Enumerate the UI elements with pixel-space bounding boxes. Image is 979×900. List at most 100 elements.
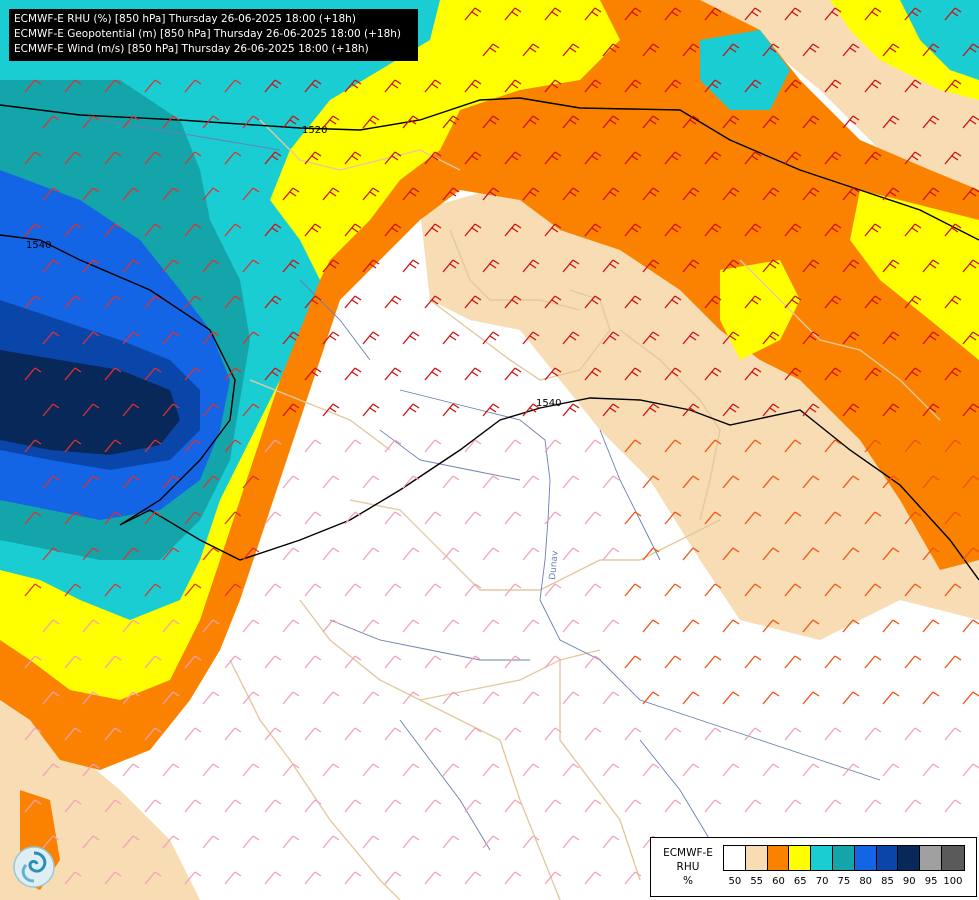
wind-barb bbox=[624, 727, 642, 741]
wind-barb bbox=[122, 547, 140, 561]
map-title-box: ECMWF-E RHU (%) [850 hPa] Thursday 26-06… bbox=[9, 9, 418, 61]
wind-barb bbox=[362, 619, 380, 633]
wind-barb bbox=[42, 547, 60, 561]
legend-swatch bbox=[789, 846, 812, 870]
wind-barb bbox=[624, 655, 642, 669]
wind-barb bbox=[362, 403, 380, 417]
wind-barb bbox=[602, 187, 620, 201]
wind-barb bbox=[482, 43, 500, 57]
wind-barb bbox=[784, 7, 802, 21]
wind-barb bbox=[762, 475, 780, 489]
legend-swatch bbox=[811, 846, 833, 870]
wind-barb bbox=[224, 799, 242, 813]
wind-barb bbox=[842, 43, 860, 57]
wind-barb bbox=[224, 583, 242, 597]
wind-barb bbox=[544, 151, 562, 165]
legend-tick-label: 90 bbox=[902, 876, 916, 887]
wind-barb bbox=[504, 511, 522, 525]
wind-barb bbox=[242, 835, 260, 849]
wind-barb bbox=[24, 799, 42, 813]
wind-barb bbox=[24, 583, 42, 597]
wind-barb bbox=[162, 835, 180, 849]
wind-barb bbox=[922, 187, 940, 201]
wind-barb bbox=[904, 655, 922, 669]
wind-barb bbox=[562, 835, 580, 849]
wind-barb bbox=[544, 7, 562, 21]
wind-barb bbox=[544, 439, 562, 453]
wind-barb bbox=[304, 511, 322, 525]
wind-barb bbox=[784, 439, 802, 453]
country-borders bbox=[229, 119, 941, 900]
wind-barb bbox=[922, 43, 940, 57]
wind-barb bbox=[202, 691, 220, 705]
legend-tick-label: 95 bbox=[924, 876, 938, 887]
wind-barb bbox=[882, 331, 900, 345]
wind-barb bbox=[962, 115, 979, 129]
wind-barb bbox=[82, 763, 100, 777]
wind-barb bbox=[282, 403, 300, 417]
wind-barb bbox=[82, 187, 100, 201]
wind-barb bbox=[184, 511, 202, 525]
wind-barb bbox=[184, 799, 202, 813]
wind-barb bbox=[544, 367, 562, 381]
wind-barb bbox=[144, 151, 162, 165]
wind-barb bbox=[184, 367, 202, 381]
wind-barb bbox=[144, 223, 162, 237]
wind-barb bbox=[642, 475, 660, 489]
wind-barb bbox=[704, 799, 722, 813]
wind-barb bbox=[464, 79, 482, 93]
wind-barb bbox=[704, 295, 722, 309]
wind-barb bbox=[504, 223, 522, 237]
wind-barb bbox=[802, 547, 820, 561]
wind-barb bbox=[402, 403, 420, 417]
wind-barb bbox=[744, 79, 762, 93]
wind-barb bbox=[584, 223, 602, 237]
wind-barb bbox=[882, 619, 900, 633]
wind-barb bbox=[104, 655, 122, 669]
wind-barb bbox=[784, 727, 802, 741]
wind-barb bbox=[944, 7, 962, 21]
wind-barb bbox=[402, 691, 420, 705]
wind-barb bbox=[842, 619, 860, 633]
wind-barb bbox=[24, 151, 42, 165]
wind-barb bbox=[642, 331, 660, 345]
wind-barb bbox=[584, 583, 602, 597]
wind-barb bbox=[442, 187, 460, 201]
wind-barb bbox=[704, 151, 722, 165]
wind-barb bbox=[864, 799, 882, 813]
wind-barb bbox=[384, 367, 402, 381]
wind-barb bbox=[562, 115, 580, 129]
legend-tick-label: 75 bbox=[837, 876, 851, 887]
wind-barb bbox=[722, 331, 740, 345]
wind-barb bbox=[464, 583, 482, 597]
wind-barb bbox=[144, 655, 162, 669]
wind-barb bbox=[362, 763, 380, 777]
wind-barb bbox=[682, 619, 700, 633]
wind-barb bbox=[882, 763, 900, 777]
wind-barb bbox=[882, 187, 900, 201]
wind-barb bbox=[464, 295, 482, 309]
wind-barb bbox=[402, 835, 420, 849]
wind-barb bbox=[584, 367, 602, 381]
wind-barb bbox=[762, 331, 780, 345]
wind-barb bbox=[64, 511, 82, 525]
wind-barb bbox=[824, 295, 842, 309]
wind-barb bbox=[544, 799, 562, 813]
wind-barb bbox=[344, 799, 362, 813]
wind-barb bbox=[24, 655, 42, 669]
wind-barb bbox=[304, 79, 322, 93]
wind-barb bbox=[722, 259, 740, 273]
wind-barb bbox=[904, 727, 922, 741]
wind-barb bbox=[522, 619, 540, 633]
wind-barb bbox=[664, 583, 682, 597]
wind-barb bbox=[864, 7, 882, 21]
wind-barb bbox=[962, 43, 979, 57]
wind-barb bbox=[762, 619, 780, 633]
wind-barb bbox=[104, 295, 122, 309]
wind-barb bbox=[522, 835, 540, 849]
wind-barb bbox=[824, 367, 842, 381]
wind-barb bbox=[682, 475, 700, 489]
wind-barb bbox=[264, 799, 282, 813]
wind-barb bbox=[162, 115, 180, 129]
wind-barb bbox=[562, 259, 580, 273]
